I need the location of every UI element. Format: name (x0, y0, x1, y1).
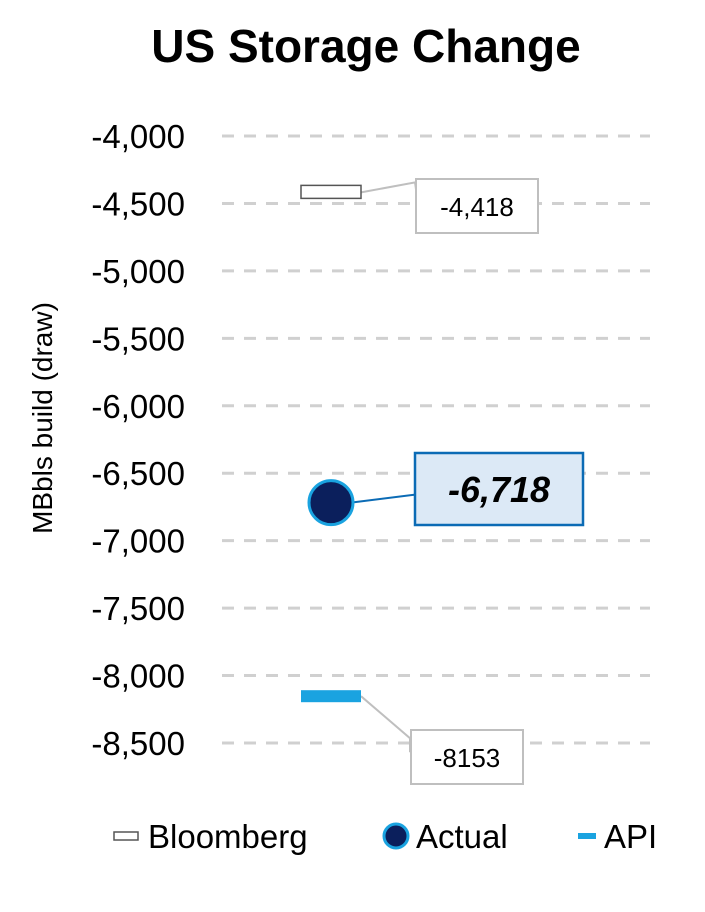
y-axis-ticks: -4,000 -4,500 -5,000 -5,500 -6,000 -6,500 -7,0… (91, 118, 185, 762)
y-tick-label: -5,000 (91, 253, 185, 290)
legend-actual-swatch (382, 822, 410, 850)
bloomberg-callout-connector (360, 181, 418, 197)
actual-marker (307, 479, 355, 527)
chart-title: US Storage Change (151, 20, 580, 72)
y-tick-label: -5,500 (91, 320, 185, 357)
y-tick-label: -4,000 (91, 118, 185, 155)
callout-connectors (350, 181, 418, 753)
legend: Bloomberg Actual API (113, 818, 657, 855)
api-marker (301, 690, 361, 703)
legend-actual-label: Actual (416, 818, 508, 855)
legend-api-label: API (604, 818, 657, 855)
bloomberg-marker (300, 184, 362, 200)
y-tick-label: -6,000 (91, 388, 185, 425)
y-tick-label: -8,000 (91, 658, 185, 695)
actual-callout-box (413, 451, 585, 527)
y-tick-label: -4,500 (91, 185, 185, 222)
legend-api-swatch (578, 833, 596, 839)
api-value-label: -8153 (434, 743, 501, 773)
y-tick-label: -7,000 (91, 523, 185, 560)
bloomberg-value-label: -4,418 (440, 192, 514, 222)
data-markers (300, 184, 362, 703)
grid-lines (222, 134, 650, 745)
api-callout-box (410, 729, 524, 785)
legend-bloomberg-swatch (113, 831, 139, 841)
bloomberg-callout-box (415, 178, 539, 234)
actual-value-label: -6,718 (448, 469, 550, 510)
actual-callout-connector (350, 493, 416, 513)
y-tick-label: -8,500 (91, 725, 185, 762)
y-axis-label: MBbls build (draw) (27, 302, 58, 534)
data-labels: -4,418 -6,718 -8153 (410, 178, 585, 785)
legend-bloomberg-label: Bloomberg (148, 818, 308, 855)
y-tick-label: -6,500 (91, 455, 185, 492)
y-tick-label: -7,500 (91, 590, 185, 627)
